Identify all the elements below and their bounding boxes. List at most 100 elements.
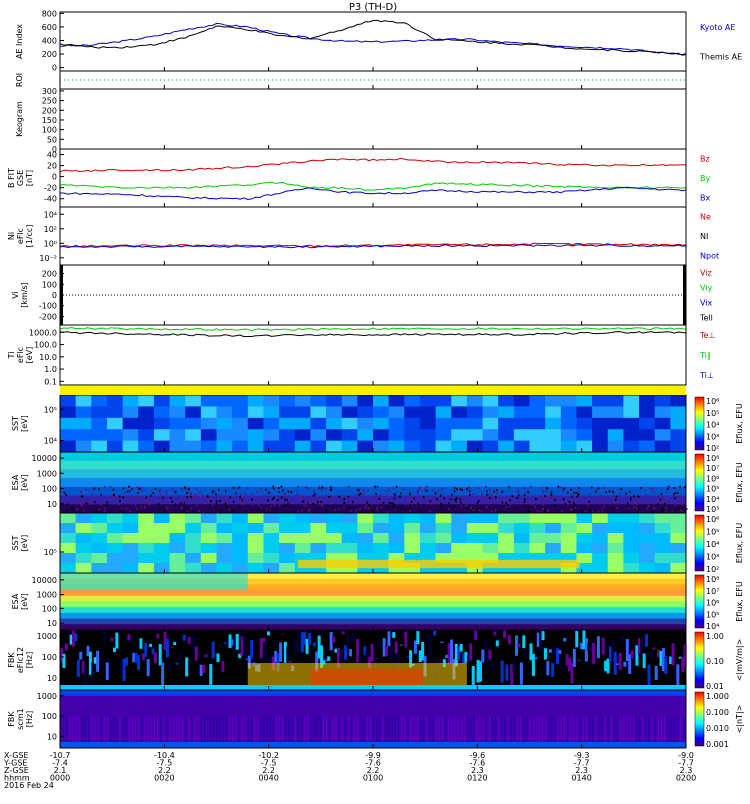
ytick-label: 10.0	[39, 353, 57, 362]
colorbar-tick: 0.010	[706, 724, 729, 733]
colorbar-tick: 10⁸	[706, 575, 719, 584]
ytick-label: 100	[42, 126, 57, 135]
legend-item: By	[700, 174, 710, 183]
ytick-label: 10⁴	[44, 210, 57, 219]
series-themis-ae	[60, 20, 686, 54]
xaxis-row-label: 2016 Feb 24	[4, 781, 54, 790]
series-ti-	[60, 328, 686, 331]
ytick-label: 100.0	[34, 341, 57, 350]
legend-item: Ti⊥	[699, 371, 714, 380]
ytick-label: 0	[52, 291, 57, 300]
colorbar-tick: 10⁶	[706, 397, 719, 406]
ytick-label: 250	[42, 97, 57, 106]
ylabel-bfield: [nT]	[25, 170, 34, 186]
ytick-label: 100	[42, 712, 57, 721]
ytick-label: 100	[42, 280, 57, 289]
colorbar-fbk_e: 1.000.100.01<|mV/m|>	[695, 632, 744, 691]
series-by	[60, 182, 686, 190]
series-bz	[60, 158, 686, 172]
ylabel-ae: AE Index	[15, 24, 24, 59]
xtick-label: 0120	[467, 774, 487, 783]
ylabel-temperature: [eV]	[25, 347, 34, 364]
colorbar-label: Eflux, EFU	[735, 462, 744, 503]
ylabel-sst_i: [eV]	[20, 535, 29, 552]
ylabel-density: eFlc	[16, 228, 25, 244]
ytick-label: 10	[47, 619, 57, 628]
colorbar-label: Eflux, EFU	[735, 403, 744, 444]
ytick-label: 100	[42, 485, 57, 494]
legend-item: Tell	[699, 314, 713, 323]
ytick-label: 800	[42, 9, 57, 18]
series-tell	[60, 332, 686, 337]
colorbar-tick: 10⁷	[706, 587, 719, 596]
ylabel-velocity: Vi	[11, 291, 20, 299]
colorbar-tick: 10⁵	[706, 485, 719, 494]
legend-item: Viz	[700, 269, 712, 278]
panel-roi: ROI	[15, 71, 686, 89]
ytick-label: -200	[39, 312, 57, 321]
xtick-label: 0140	[571, 774, 591, 783]
ytick-label: 200	[42, 106, 57, 115]
ylabel-esa_i: ESA	[11, 593, 20, 609]
xtick-label: 0040	[258, 774, 278, 783]
colorbar-tick: 0.100	[706, 708, 729, 717]
ylabel-fbk_b: scm1	[16, 708, 25, 729]
ytick-label: 50	[47, 135, 57, 144]
ytick-label: 0	[52, 173, 57, 182]
ytick-label: 100	[42, 653, 57, 662]
colorbar-tick: 10²	[706, 565, 719, 574]
flag-band	[60, 386, 686, 395]
colorbar-tick: 10⁵	[706, 409, 719, 418]
ylabel-fbk_e: FBK	[7, 652, 16, 668]
colorbar-tick: 1.00	[706, 632, 724, 641]
ytick-label: 1000	[37, 632, 57, 641]
colorbar-tick: 10⁵	[706, 528, 719, 537]
ylabel-density: [1/cc]	[25, 225, 34, 248]
colorbar-tick: 10³	[706, 432, 719, 441]
colorbar-label: Eflux, EFU	[735, 523, 744, 564]
ytick-label: 200	[42, 270, 57, 279]
ylabel-sst_e: SST	[11, 416, 20, 431]
colorbar-tick: 10⁶	[706, 515, 719, 524]
series-kyoto-ae	[60, 23, 686, 55]
ylabel-fbk_b: [Hz]	[25, 711, 34, 727]
ylabel-fbk_e: eFlc12	[16, 647, 25, 673]
colorbar-fbk_b: 1.0000.1000.0100.001<|nT|>	[695, 692, 744, 749]
ylabel-esa_e: [eV]	[20, 474, 29, 491]
ytick-label: 0.1	[44, 377, 57, 386]
legend-item: Bz	[700, 155, 710, 164]
colorbar-tick: 10⁴	[706, 495, 719, 504]
colorbar-tick: 1.000	[706, 692, 729, 701]
ytick-label: 10⁵	[44, 548, 57, 557]
ytick-label: 10000	[32, 454, 57, 463]
colorbar-tick: 10⁶	[706, 599, 719, 608]
ytick-label: 100	[42, 604, 57, 613]
ytick-label: 10	[47, 674, 57, 683]
ytick-label: 40	[47, 151, 57, 160]
colorbar-label: <|mV/m|>	[735, 639, 744, 682]
ylabel-sst_i: SST	[11, 535, 20, 550]
ytick-label: 1000	[37, 591, 57, 600]
ylabel-bfield: GSE	[16, 170, 25, 186]
ytick-label: 10	[47, 500, 57, 509]
ytick-label: 1000	[37, 469, 57, 478]
legend-item: Themis AE	[699, 52, 742, 61]
legend-item: Ne	[700, 213, 711, 222]
legend-item: Vix	[700, 299, 713, 308]
ylabel-temperature: eFlc	[16, 347, 25, 363]
legend-item: NI	[700, 232, 708, 241]
ytick-label: 0	[52, 64, 57, 73]
ytick-label: 10⁰	[44, 239, 57, 248]
legend-item: Te⊥	[699, 331, 715, 340]
panel-sst_i: 10⁵ SST[eV]	[11, 513, 687, 574]
